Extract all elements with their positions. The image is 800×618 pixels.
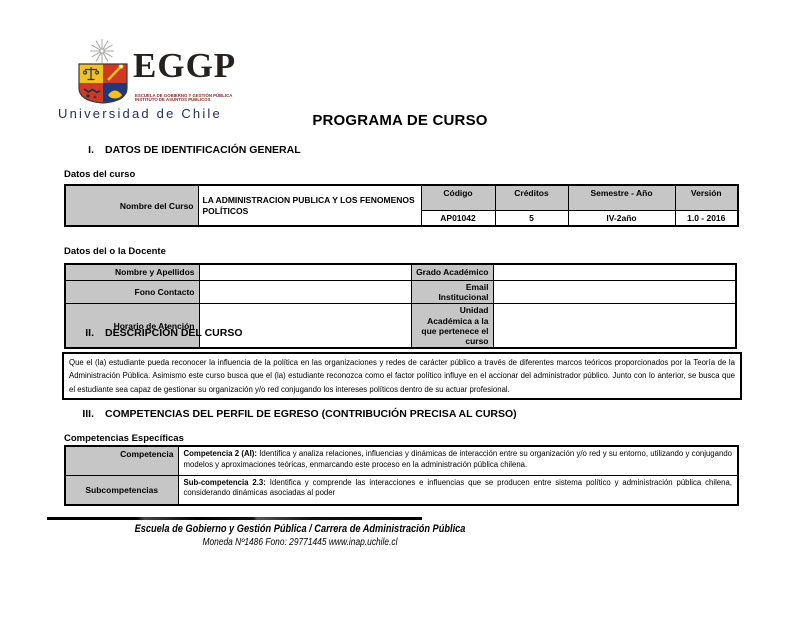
section-number: III.	[82, 408, 94, 420]
university-name: Universidad de Chile	[58, 106, 222, 121]
teacher-unit-label: Unidad Académica a la que pertenece el c…	[410, 303, 494, 349]
competency-label: Competencia	[64, 445, 179, 476]
column-header-semestre: Semestre - Año	[567, 184, 676, 211]
course-table-caption: Datos del curso	[64, 169, 136, 180]
competency-text: Competencia 2 (AI): Identifica y analiza…	[177, 445, 739, 476]
course-name-value: LA ADMINISTRACION PUBLICA Y LOS FENOMENO…	[197, 184, 422, 227]
column-header-creditos: Créditos	[494, 184, 569, 211]
column-header-codigo: Código	[420, 184, 496, 211]
teacher-degree-field	[492, 263, 737, 281]
course-code-value: AP01042	[420, 210, 496, 227]
subcompetency-body: Identifica y comprende las interacciones…	[183, 477, 733, 498]
table-row: Subcompetencias Sub-competencia 2.3: Ide…	[64, 474, 739, 506]
subcompetency-prefix: Sub-competencia 2.3:	[183, 477, 266, 487]
table-row: AP01042 5 IV-2año 1.0 - 2016	[65, 210, 739, 227]
competency-prefix: Competencia 2 (AI):	[183, 449, 257, 458]
university-crest-icon	[78, 39, 128, 104]
logo-subtitle: ESCUELA DE GOBIERNO Y GESTIÓN PÚBLICA IN…	[135, 94, 233, 103]
column-header-version: Versión	[674, 184, 739, 211]
section-title: DATOS DE IDENTIFICACIÓN GENERAL	[105, 144, 301, 156]
teacher-data-table: Nombre y Apellidos Grado Académico Fono …	[64, 263, 737, 350]
course-data-table: Nombre del Curso LA ADMINISTRACION PUBLI…	[64, 184, 739, 227]
teacher-phone-label: Fono Contacto	[64, 279, 200, 305]
subcompetency-label: Subcompetencias	[64, 474, 179, 506]
section-heading-2: II. DESCRIPCIÓN DEL CURSO	[60, 327, 243, 339]
logo-subtitle-line2: INSTITUTO DE ASUNTOS PÚBLICOS	[135, 98, 211, 103]
footer-contact-line: Moneda Nº1486 Fono: 29771445 www.inap.uc…	[202, 537, 398, 548]
teacher-email-label: Email Institucional	[410, 279, 494, 305]
table-row: Nombre del Curso LA ADMINISTRACION PUBLI…	[64, 184, 739, 227]
section-number: II.	[85, 327, 94, 339]
section-number: I.	[88, 144, 94, 156]
competencies-caption: Competencias Específicas	[64, 433, 184, 444]
course-description-box: Que el (la) estudiante pueda reconocer l…	[62, 352, 742, 401]
teacher-degree-label: Grado Académico	[410, 263, 494, 281]
logo-acronym: EGGP	[133, 46, 237, 85]
table-row: Horario de Atención Unidad Académica a l…	[64, 303, 737, 349]
teacher-table-caption: Datos del o la Docente	[64, 246, 166, 257]
teacher-hours-field	[198, 303, 412, 349]
competency-body: Identifica y analiza relaciones, influen…	[183, 449, 733, 469]
course-semester-value: IV-2año	[567, 210, 676, 227]
competencies-table: Competencia Competencia 2 (AI): Identifi…	[64, 445, 739, 506]
scales-icon	[82, 67, 100, 81]
teacher-email-field	[492, 279, 737, 305]
course-credits-value: 5	[494, 210, 569, 227]
footer-school-line: Escuela de Gobierno y Gestión Pública / …	[134, 523, 466, 535]
page-title: PROGRAMA DE CURSO	[312, 112, 488, 129]
helmet-icon	[108, 90, 122, 99]
teacher-name-label: Nombre y Apellidos	[64, 263, 200, 281]
subcompetency-text: Sub-competencia 2.3: Identifica y compre…	[177, 474, 739, 506]
university-logo: EGGP ESCUELA DE GOBIERNO Y GESTIÓN PÚBLI…	[58, 34, 258, 126]
torch-icon	[107, 64, 124, 81]
teacher-phone-field	[198, 279, 412, 305]
teacher-hours-label: Horario de Atención	[64, 303, 200, 349]
section-title: COMPETENCIAS DEL PERFIL DE EGRESO (CONTR…	[105, 408, 517, 420]
table-row: Fono Contacto Email Institucional	[64, 279, 737, 305]
condor-icon	[83, 88, 101, 99]
section-heading-3: III. COMPETENCIAS DEL PERFIL DE EGRESO (…	[60, 408, 517, 420]
footer-divider	[47, 517, 422, 520]
course-name-label: Nombre del Curso	[64, 184, 199, 227]
table-row: Nombre y Apellidos Grado Académico	[64, 263, 737, 281]
section-title: DESCRIPCIÓN DEL CURSO	[105, 327, 243, 339]
table-row: Competencia Competencia 2 (AI): Identifi…	[64, 445, 739, 476]
teacher-unit-field	[492, 303, 737, 349]
course-version-value: 1.0 - 2016	[674, 210, 739, 227]
section-heading-1: I. DATOS DE IDENTIFICACIÓN GENERAL	[60, 144, 301, 156]
logo-subtitle-line1: ESCUELA DE GOBIERNO Y GESTIÓN PÚBLICA	[135, 94, 233, 99]
teacher-name-field	[198, 263, 412, 281]
